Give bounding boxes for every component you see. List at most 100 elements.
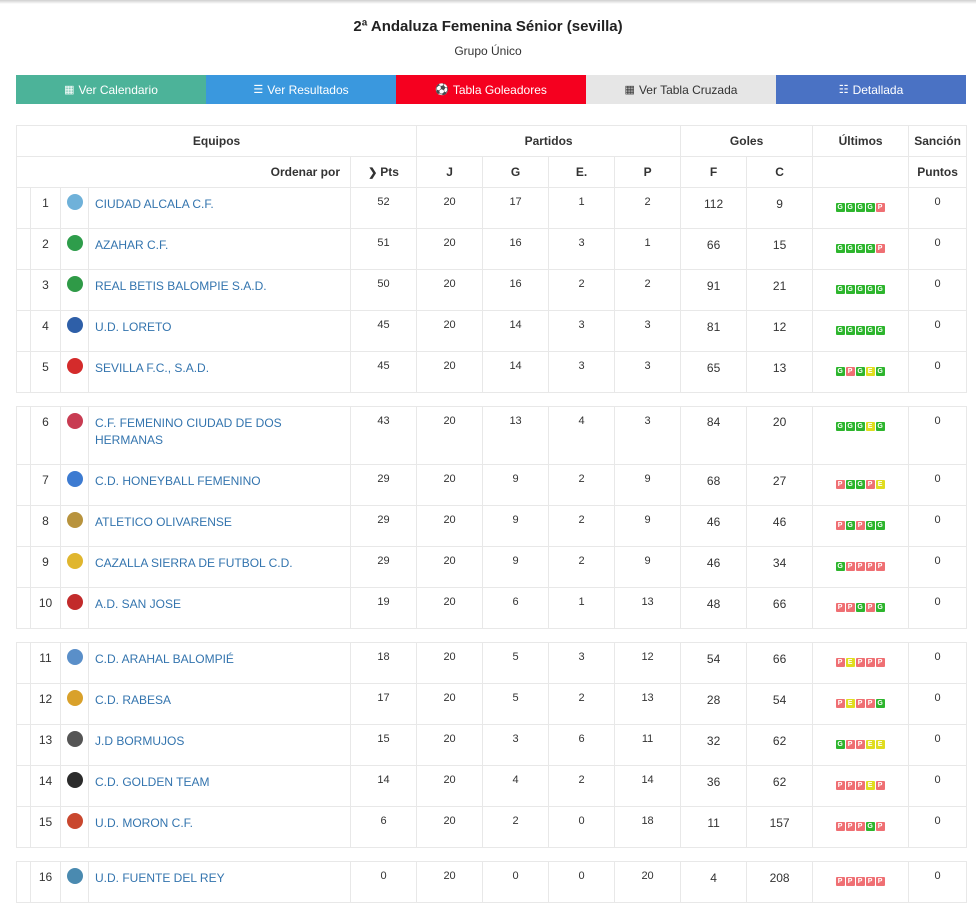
team-logo	[60, 546, 89, 588]
table-row: 11 C.D. ARAHAL BALOMPIÉ 18 20 5 3 12 54 66 P E P P P 0	[16, 642, 968, 684]
result-badge: P	[835, 521, 845, 530]
team-shield-icon	[66, 358, 83, 374]
p-cell: 11	[614, 724, 682, 766]
f-cell: 32	[680, 724, 748, 766]
team-logo	[60, 806, 89, 848]
sancion-cell: 0	[908, 587, 968, 629]
team-link[interactable]: CAZALLA SIERRA DE FUTBOL C.D.	[95, 556, 293, 570]
team-shield-icon	[66, 731, 83, 747]
team-logo	[60, 642, 89, 684]
team-link[interactable]: CIUDAD ALCALA C.F.	[95, 197, 214, 211]
team-logo	[60, 861, 89, 903]
result-badge: G	[855, 244, 865, 253]
team-link[interactable]: AZAHAR C.F.	[95, 238, 169, 252]
result-badge: P	[865, 658, 875, 667]
sancion-cell: 0	[908, 546, 968, 588]
p-cell: 1	[614, 228, 682, 270]
result-badge: G	[835, 326, 845, 335]
g-cell: 6	[482, 587, 550, 629]
result-badge: P	[855, 740, 865, 749]
standings-table: Equipos Partidos Goles Últimos Sanción O…	[15, 125, 968, 903]
result-badge: G	[855, 367, 865, 376]
team-logo	[60, 187, 89, 229]
team-link[interactable]: J.D BORMUJOS	[95, 734, 185, 748]
team-link[interactable]: C.F. FEMENINO CIUDAD DE DOS HERMANAS	[95, 416, 282, 447]
team-link[interactable]: C.D. RABESA	[95, 693, 172, 707]
result-badge: G	[835, 740, 845, 749]
group-header-row: Equipos Partidos Goles Últimos Sanción	[15, 125, 968, 157]
result-badge: G	[865, 244, 875, 253]
f-cell: 54	[680, 642, 748, 684]
j-cell: 20	[416, 351, 484, 393]
f-cell: 91	[680, 269, 748, 311]
team-link[interactable]: U.D. FUENTE DEL REY	[95, 871, 225, 885]
team-shield-icon	[66, 317, 83, 333]
team-link[interactable]: C.D. ARAHAL BALOMPIÉ	[95, 652, 234, 666]
p-cell: 18	[614, 806, 682, 848]
c-cell: 12	[746, 310, 814, 352]
result-badge: P	[875, 877, 885, 886]
team-logo	[60, 351, 89, 393]
result-badge: E	[865, 781, 875, 790]
table-row: 10 A.D. SAN JOSE 19 20 6 1 13 48 66 P P G P G 0	[16, 587, 968, 629]
team-cell: C.D. ARAHAL BALOMPIÉ	[88, 642, 351, 684]
team-link[interactable]: C.D. GOLDEN TEAM	[95, 775, 210, 789]
ver-resultados-button[interactable]: ☰ Ver Resultados	[206, 75, 396, 104]
team-cell: CAZALLA SIERRA DE FUTBOL C.D.	[88, 546, 351, 588]
result-badge: G	[835, 203, 845, 212]
team-shield-icon	[66, 235, 83, 251]
result-badge: P	[845, 740, 855, 749]
g-cell: 14	[482, 310, 550, 352]
table-row: 2 AZAHAR C.F. 51 20 16 3 1 66 15 G G G G P 0	[16, 228, 968, 270]
ver-calendario-button[interactable]: ▦ Ver Calendario	[16, 75, 206, 104]
result-badge: G	[845, 521, 855, 530]
pts-cell: 0	[349, 861, 418, 903]
result-badge: P	[845, 781, 855, 790]
sort-pts-header[interactable]: ❯ Pts	[349, 156, 418, 188]
button-bar: ▦ Ver Calendario ☰ Ver Resultados ⚽ Tabl…	[16, 75, 966, 104]
team-link[interactable]: ATLETICO OLIVARENSE	[95, 515, 232, 529]
team-link[interactable]: U.D. LORETO	[95, 320, 172, 334]
sancion-cell: 0	[908, 406, 968, 465]
detallada-label: Detallada	[852, 82, 904, 97]
pts-cell: 19	[349, 587, 418, 629]
team-logo	[60, 464, 89, 506]
pts-cell: 52	[349, 187, 418, 229]
tabla-goleadores-button[interactable]: ⚽ Tabla Goleadores	[396, 75, 586, 104]
p-cell: 13	[614, 587, 682, 629]
f-cell: 11	[680, 806, 748, 848]
top-shadow	[0, 0, 976, 4]
pts-cell: 51	[349, 228, 418, 270]
team-link[interactable]: A.D. SAN JOSE	[95, 597, 182, 611]
table-row: 6 C.F. FEMENINO CIUDAD DE DOS HERMANAS 43 2…	[16, 406, 968, 465]
detallada-button[interactable]: ☷ Detallada	[776, 75, 966, 104]
result-badge: G	[845, 422, 855, 431]
position-cell: 10	[30, 587, 61, 629]
result-badge: G	[865, 521, 875, 530]
row-spacer	[16, 406, 31, 465]
ver-calendario-label: Ver Calendario	[78, 82, 158, 97]
g-cell: 5	[482, 642, 550, 684]
result-badge: P	[875, 781, 885, 790]
ver-tabla-cruzada-button[interactable]: ▦ Ver Tabla Cruzada	[586, 75, 776, 104]
team-shield-icon	[66, 194, 83, 210]
result-badge: P	[835, 781, 845, 790]
team-link[interactable]: U.D. MORON C.F.	[95, 816, 193, 830]
g-cell: 4	[482, 765, 550, 807]
g-cell: 16	[482, 228, 550, 270]
team-link[interactable]: REAL BETIS BALOMPIE S.A.D.	[95, 279, 267, 293]
result-badge: G	[845, 326, 855, 335]
team-link[interactable]: C.D. HONEYBALL FEMENINO	[95, 474, 261, 488]
table-row: 13 J.D BORMUJOS 15 20 3 6 11 32 62 G P P E E 0	[16, 724, 968, 766]
table-row: 9 CAZALLA SIERRA DE FUTBOL C.D. 29 20 9 2 9 46 3…	[16, 546, 968, 588]
result-badge: P	[845, 367, 855, 376]
f-cell: 46	[680, 546, 748, 588]
c-cell: 208	[746, 861, 814, 903]
j-cell: 20	[416, 269, 484, 311]
team-link[interactable]: SEVILLA F.C., S.A.D.	[95, 361, 210, 375]
team-cell: AZAHAR C.F.	[88, 228, 351, 270]
